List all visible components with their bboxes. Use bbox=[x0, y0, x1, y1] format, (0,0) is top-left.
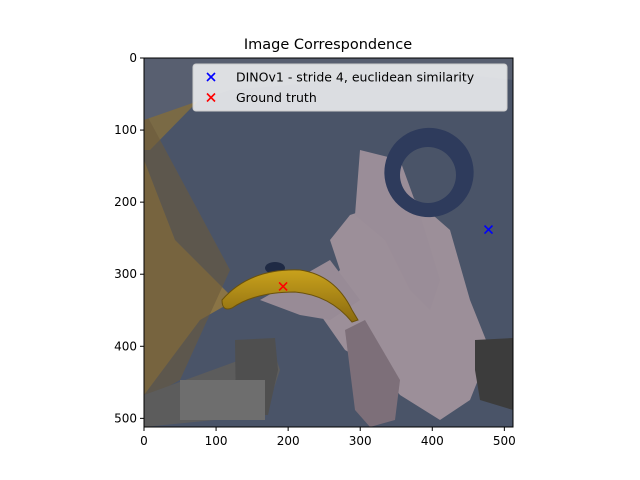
legend-label-series-2: Ground truth bbox=[236, 90, 317, 105]
chart-title: Image Correspondence bbox=[244, 37, 412, 53]
scatter-point-series-2 bbox=[278, 281, 288, 292]
x-tick-label: 300 bbox=[349, 434, 372, 448]
x-tick-label: 200 bbox=[277, 434, 300, 448]
legend-marker-series-1 bbox=[206, 72, 216, 82]
y-tick-label: 400 bbox=[114, 339, 137, 353]
x-axis-ticks: 0 100 200 300 400 500 bbox=[140, 427, 516, 448]
x-tick-label: 100 bbox=[205, 434, 228, 448]
plot-frame bbox=[143, 57, 514, 428]
legend: DINOv1 - stride 4, euclidean similarity G… bbox=[192, 63, 508, 112]
y-tick-label: 0 bbox=[129, 51, 137, 65]
y-tick-label: 300 bbox=[114, 267, 137, 281]
y-tick-label: 200 bbox=[114, 195, 137, 209]
x-tick-label: 400 bbox=[421, 434, 444, 448]
x-tick-label: 0 bbox=[140, 434, 148, 448]
x-tick-label: 500 bbox=[493, 434, 516, 448]
y-tick-label: 500 bbox=[114, 411, 137, 425]
legend-marker-series-2 bbox=[206, 92, 216, 103]
legend-label-series-1: DINOv1 - stride 4, euclidean similarity bbox=[236, 70, 475, 85]
scatter-markers bbox=[278, 224, 494, 292]
y-tick-label: 100 bbox=[114, 123, 137, 137]
y-axis-ticks: 0 100 200 300 400 500 bbox=[114, 51, 144, 425]
background-image bbox=[144, 58, 513, 427]
scatter-point-series-1 bbox=[483, 224, 494, 235]
